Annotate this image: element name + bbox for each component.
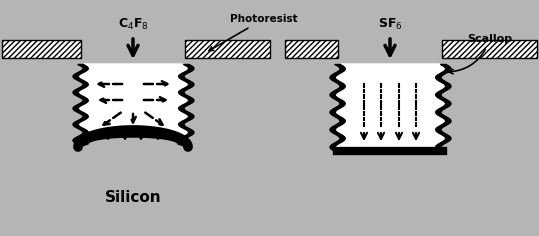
Text: C$_4$F$_8$: C$_4$F$_8$ bbox=[118, 17, 148, 32]
Polygon shape bbox=[341, 151, 439, 153]
Bar bbox=[442, 40, 537, 58]
Bar bbox=[2, 40, 81, 58]
Polygon shape bbox=[336, 64, 444, 151]
Bar bbox=[185, 40, 270, 58]
Text: Scallop: Scallop bbox=[448, 34, 513, 74]
Polygon shape bbox=[79, 64, 187, 144]
Text: Photoresist: Photoresist bbox=[209, 14, 298, 51]
Text: Silicon: Silicon bbox=[105, 190, 161, 206]
Text: SF$_6$: SF$_6$ bbox=[378, 17, 402, 32]
Bar bbox=[285, 40, 338, 58]
Polygon shape bbox=[82, 133, 184, 146]
